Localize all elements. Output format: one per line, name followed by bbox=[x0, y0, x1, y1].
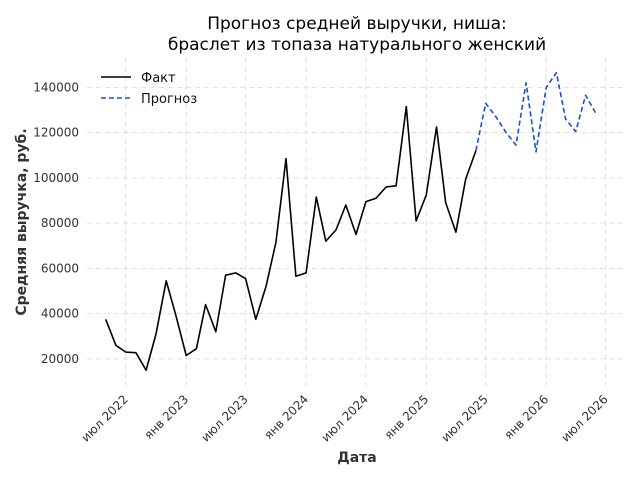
y-tick-label: 40000 bbox=[41, 307, 79, 321]
x-tick-label: янв 2024 bbox=[261, 392, 311, 442]
y-tick-label: 20000 bbox=[41, 352, 79, 366]
series-line-forecast bbox=[475, 71, 597, 153]
y-axis-label: Средняя выручка, руб. bbox=[14, 128, 30, 315]
x-axis-label: Дата bbox=[337, 450, 376, 466]
chart-title-line-1: Прогноз средней выручки, ниша: bbox=[207, 14, 507, 34]
x-tick-label: июл 2025 bbox=[439, 392, 491, 444]
x-tick-label: июл 2022 bbox=[79, 392, 131, 444]
x-tick-label: янв 2026 bbox=[501, 392, 551, 442]
x-tick-label: июл 2023 bbox=[198, 392, 250, 444]
x-tick-label: июл 2024 bbox=[319, 392, 371, 444]
legend-label-fact: Факт bbox=[141, 71, 176, 86]
legend: Факт Прогноз bbox=[101, 71, 197, 107]
y-tick-label: 100000 bbox=[33, 171, 79, 185]
chart-title-line-2: браслет из топаза натурального женский bbox=[168, 35, 546, 55]
y-axis-ticks: 20000 40000 60000 80000 100000 120000 140000 bbox=[33, 80, 79, 365]
y-tick-label: 80000 bbox=[41, 216, 79, 230]
y-tick-label: 120000 bbox=[33, 126, 79, 140]
y-tick-label: 140000 bbox=[33, 80, 79, 94]
x-tick-label: июл 2026 bbox=[558, 392, 610, 444]
y-tick-label: 60000 bbox=[41, 261, 79, 275]
x-axis-ticks: июл 2022 янв 2023 июл 2023 янв 2024 июл 2024… bbox=[79, 392, 611, 444]
grid bbox=[87, 58, 626, 386]
series-lines bbox=[104, 71, 597, 372]
x-tick-label: янв 2025 bbox=[382, 392, 432, 442]
x-tick-label: янв 2023 bbox=[141, 392, 191, 442]
series-line-fact bbox=[104, 105, 477, 372]
legend-label-forecast: Прогноз bbox=[141, 92, 197, 107]
